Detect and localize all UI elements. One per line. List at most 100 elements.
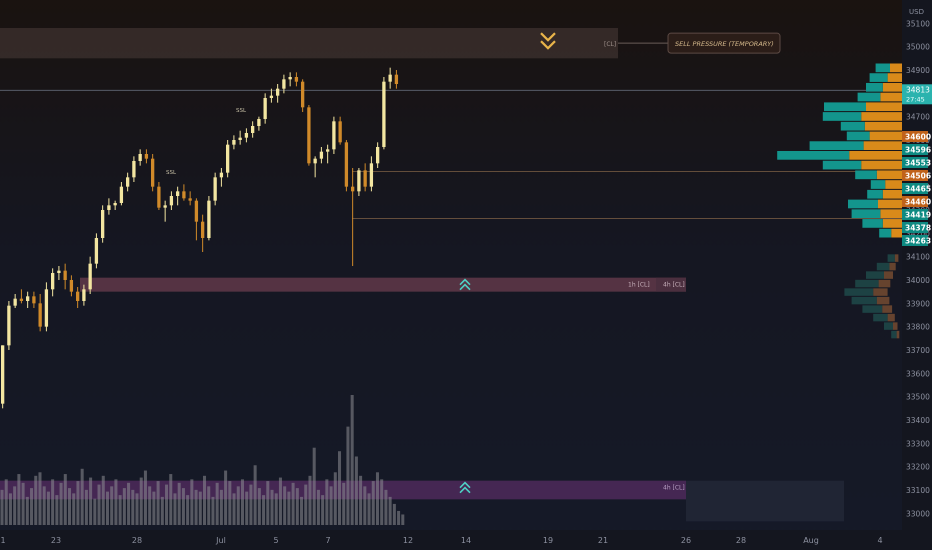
candle-body <box>94 238 99 264</box>
volume-bar <box>21 482 25 525</box>
volume-bar <box>190 479 194 525</box>
price-level-tag <box>902 209 928 220</box>
candle-body <box>388 74 392 82</box>
y-tick-label: 34900 <box>906 66 930 75</box>
volume-bar <box>312 447 316 525</box>
y-tick-label: 33800 <box>906 323 930 332</box>
volume-bar <box>287 491 291 525</box>
x-axis-background <box>0 530 932 550</box>
volume-profile-teal <box>879 228 892 238</box>
y-tick-label: 33700 <box>906 346 930 355</box>
candle-body <box>307 107 311 164</box>
volume-bar <box>329 486 333 525</box>
candle-body <box>363 170 367 187</box>
candle-body <box>26 296 30 301</box>
volume-profile-orange <box>861 160 902 170</box>
current-price-tag <box>902 84 932 105</box>
volume-bar <box>160 496 164 525</box>
volume-bar <box>371 481 375 525</box>
y-tick-label: 35000 <box>906 43 930 52</box>
volume-bar <box>42 486 46 525</box>
y-tick-label: 33000 <box>906 509 930 518</box>
chevron-down-icon <box>540 32 556 42</box>
candle-body <box>188 198 192 201</box>
candle-body <box>201 221 205 238</box>
volume-profile-lower-orange <box>873 288 888 296</box>
candle-body <box>269 95 274 98</box>
chevron-up-icon <box>459 278 471 286</box>
candle-body <box>276 88 280 96</box>
candle-body <box>382 81 386 147</box>
x-tick-label: 12 <box>403 536 413 545</box>
candle-body <box>357 170 361 192</box>
volume-profile-orange <box>885 180 902 189</box>
volume-bar <box>55 495 59 525</box>
price-level-value: 34600 <box>905 133 931 142</box>
volume-profile-orange <box>891 228 902 238</box>
chevron-up-icon <box>459 486 471 494</box>
candle-body <box>76 291 80 301</box>
volume-bar <box>97 484 101 525</box>
volume-bar <box>266 481 270 525</box>
volume-bar <box>110 486 114 525</box>
price-level-value: 34419 <box>905 211 931 220</box>
volume-profile-lower-orange <box>889 262 896 271</box>
price-level-value: 34465 <box>905 185 931 194</box>
volume-profile-teal <box>851 209 881 219</box>
volume-bar <box>245 491 249 525</box>
volume-profile-teal <box>870 180 886 189</box>
volume-bar <box>211 496 215 525</box>
x-tick-label: 28 <box>736 536 746 545</box>
candle-body <box>194 200 199 222</box>
volume-bar <box>68 488 72 525</box>
candle-body <box>88 263 92 290</box>
volume-bar <box>253 465 257 525</box>
x-tick-label: 28 <box>132 536 142 545</box>
price-level-tag <box>902 196 928 207</box>
volume-profile-orange <box>878 199 902 209</box>
candle-body <box>207 200 211 238</box>
volume-bar <box>198 491 202 525</box>
x-tick-label: 21 <box>598 536 608 545</box>
volume-bar <box>17 474 21 525</box>
candle-body <box>7 305 11 346</box>
volume-bar <box>203 475 207 525</box>
candle-body <box>176 191 180 196</box>
x-tick-label: 26 <box>681 536 691 545</box>
ssl-label: SSL <box>236 108 247 114</box>
price-level-tag <box>902 157 928 168</box>
demand-zone-label-4h: 4h [CL] <box>663 282 685 289</box>
volume-profile-orange <box>869 131 902 141</box>
volume-bar <box>139 477 143 525</box>
volume-bar <box>262 495 266 525</box>
volume-bar <box>388 496 392 525</box>
volume-zone-extension <box>686 480 844 522</box>
volume-bar <box>295 488 299 525</box>
volume-bar <box>342 482 346 525</box>
y-tick-label: 33100 <box>906 486 930 495</box>
volume-profile-lower-teal <box>873 313 888 322</box>
x-tick-label: 7 <box>325 536 330 545</box>
volume-bar <box>333 472 337 525</box>
candle-body <box>32 296 36 304</box>
candle-body <box>113 203 117 206</box>
volume-bar <box>207 486 211 525</box>
sell-zone-label: [CL] <box>604 41 616 48</box>
price-level-value: 34460 <box>905 198 931 207</box>
x-tick-label: Jul <box>215 536 226 545</box>
x-tick-label: 1 <box>0 536 5 545</box>
volume-bar <box>249 484 253 525</box>
volume-bar <box>359 475 363 525</box>
volume-profile-teal <box>822 160 862 170</box>
volume-bar <box>59 482 63 525</box>
volume-profile-teal <box>824 102 866 112</box>
candle-body <box>219 172 224 178</box>
volume-bar <box>300 496 304 525</box>
volume-profile-teal <box>857 92 881 102</box>
volume-profile-orange <box>890 63 902 73</box>
volume-bar <box>194 489 198 525</box>
candle-body <box>313 158 317 164</box>
volume-profile-orange <box>880 92 902 102</box>
